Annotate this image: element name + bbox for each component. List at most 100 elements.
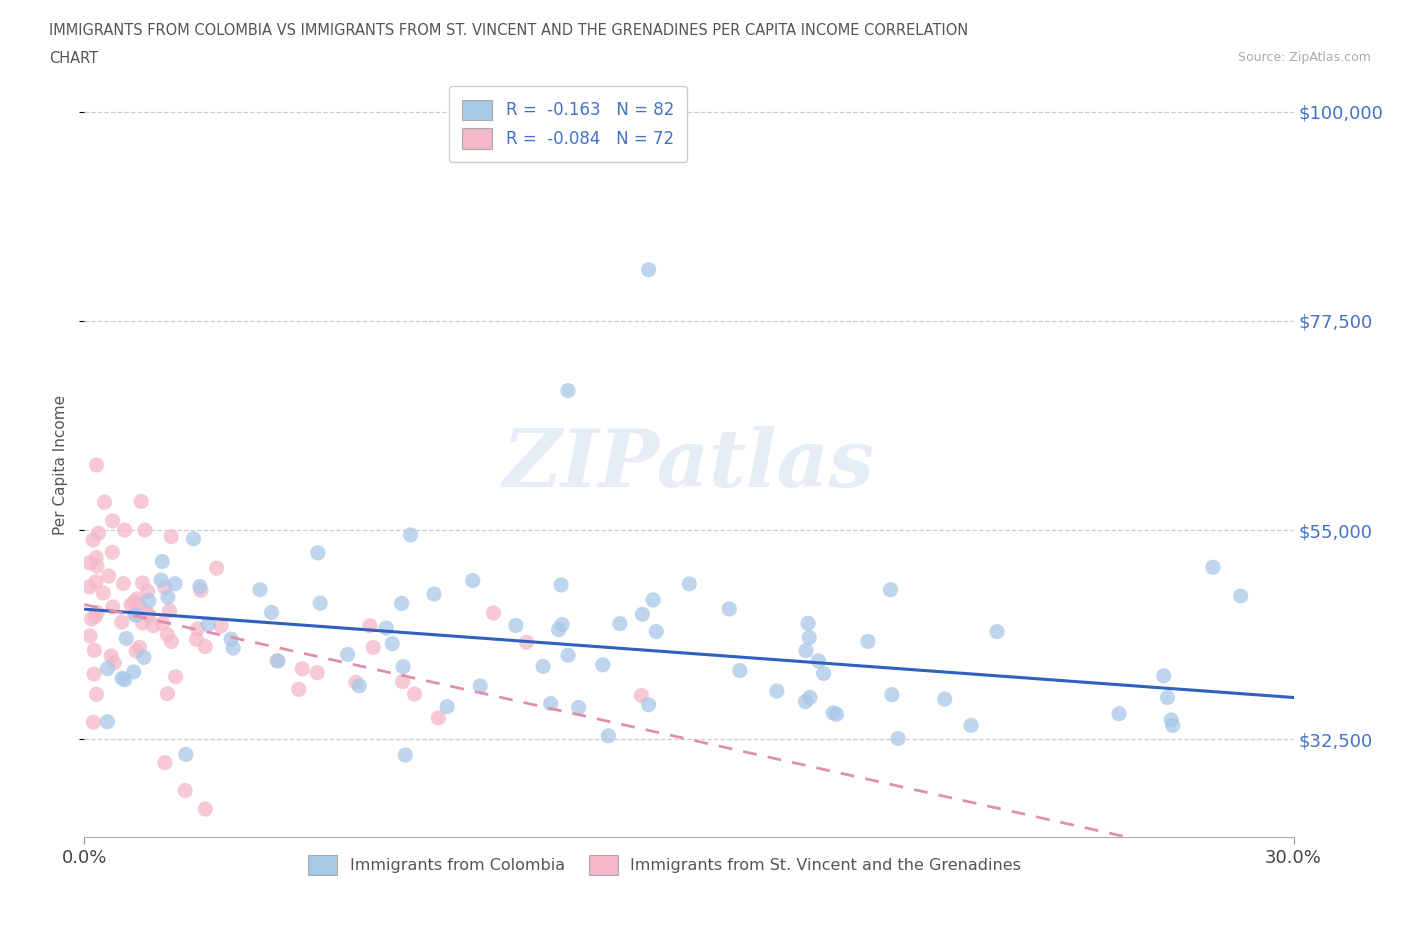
Point xyxy=(813,666,835,681)
Point xyxy=(609,617,631,631)
Point xyxy=(124,607,146,622)
Point xyxy=(799,690,821,705)
Point xyxy=(190,583,212,598)
Point xyxy=(165,670,187,684)
Point xyxy=(153,580,176,595)
Point xyxy=(103,656,125,671)
Point xyxy=(135,604,157,619)
Point xyxy=(87,525,110,540)
Point xyxy=(1161,718,1184,733)
Point xyxy=(131,576,153,591)
Point xyxy=(547,622,569,637)
Point xyxy=(160,529,183,544)
Point xyxy=(1160,712,1182,727)
Point xyxy=(142,618,165,633)
Text: Source: ZipAtlas.com: Source: ZipAtlas.com xyxy=(1237,51,1371,64)
Point xyxy=(187,621,209,636)
Point xyxy=(150,617,173,631)
Point xyxy=(260,605,283,620)
Point xyxy=(174,783,197,798)
Point xyxy=(174,747,197,762)
Point xyxy=(880,687,903,702)
Point xyxy=(120,597,142,612)
Point xyxy=(1202,560,1225,575)
Point xyxy=(645,624,668,639)
Point xyxy=(122,594,145,609)
Point xyxy=(797,616,820,631)
Text: ZIPatlas: ZIPatlas xyxy=(503,426,875,504)
Point xyxy=(391,674,413,689)
Point xyxy=(222,641,245,656)
Point xyxy=(540,696,562,711)
Point xyxy=(557,648,579,663)
Point xyxy=(391,596,413,611)
Point xyxy=(138,608,160,623)
Point xyxy=(125,591,148,606)
Legend: Immigrants from Colombia, Immigrants from St. Vincent and the Grenadines: Immigrants from Colombia, Immigrants fro… xyxy=(302,849,1028,881)
Point xyxy=(114,523,136,538)
Point xyxy=(1229,589,1251,604)
Point xyxy=(96,714,118,729)
Point xyxy=(125,644,148,658)
Point xyxy=(794,644,817,658)
Point xyxy=(551,618,574,632)
Point xyxy=(205,561,228,576)
Point xyxy=(125,607,148,622)
Point xyxy=(309,596,332,611)
Point xyxy=(83,643,105,658)
Point xyxy=(194,802,217,817)
Point xyxy=(183,531,205,546)
Point xyxy=(766,684,789,698)
Point xyxy=(381,636,404,651)
Point xyxy=(344,675,367,690)
Point xyxy=(219,631,242,646)
Point xyxy=(84,609,107,624)
Point xyxy=(359,618,381,633)
Point xyxy=(592,658,614,672)
Point xyxy=(934,692,956,707)
Point xyxy=(156,627,179,642)
Point xyxy=(128,640,150,655)
Point xyxy=(347,678,370,693)
Point xyxy=(637,698,659,712)
Point xyxy=(131,616,153,631)
Point xyxy=(392,659,415,674)
Point xyxy=(515,635,537,650)
Point xyxy=(598,728,620,743)
Point xyxy=(879,582,901,597)
Point xyxy=(163,577,186,591)
Point xyxy=(79,555,101,570)
Point xyxy=(249,582,271,597)
Point xyxy=(630,688,652,703)
Point xyxy=(79,629,101,644)
Point xyxy=(128,597,150,612)
Point xyxy=(482,605,505,620)
Point xyxy=(307,545,329,560)
Point xyxy=(84,551,107,565)
Point xyxy=(93,586,115,601)
Point xyxy=(97,661,120,676)
Point xyxy=(83,667,105,682)
Point xyxy=(150,554,173,569)
Point xyxy=(799,631,821,645)
Point xyxy=(436,699,458,714)
Point xyxy=(427,711,450,725)
Point xyxy=(86,687,108,702)
Point xyxy=(101,600,124,615)
Point xyxy=(114,672,136,687)
Point xyxy=(156,686,179,701)
Point xyxy=(823,706,845,721)
Point xyxy=(470,679,492,694)
Point xyxy=(399,527,422,542)
Point xyxy=(1108,706,1130,721)
Point xyxy=(794,694,817,709)
Point xyxy=(82,715,104,730)
Point xyxy=(150,573,173,588)
Point xyxy=(291,661,314,676)
Point xyxy=(86,605,108,620)
Point xyxy=(1153,669,1175,684)
Point xyxy=(631,607,654,622)
Point xyxy=(960,718,983,733)
Point xyxy=(136,584,159,599)
Point xyxy=(678,577,700,591)
